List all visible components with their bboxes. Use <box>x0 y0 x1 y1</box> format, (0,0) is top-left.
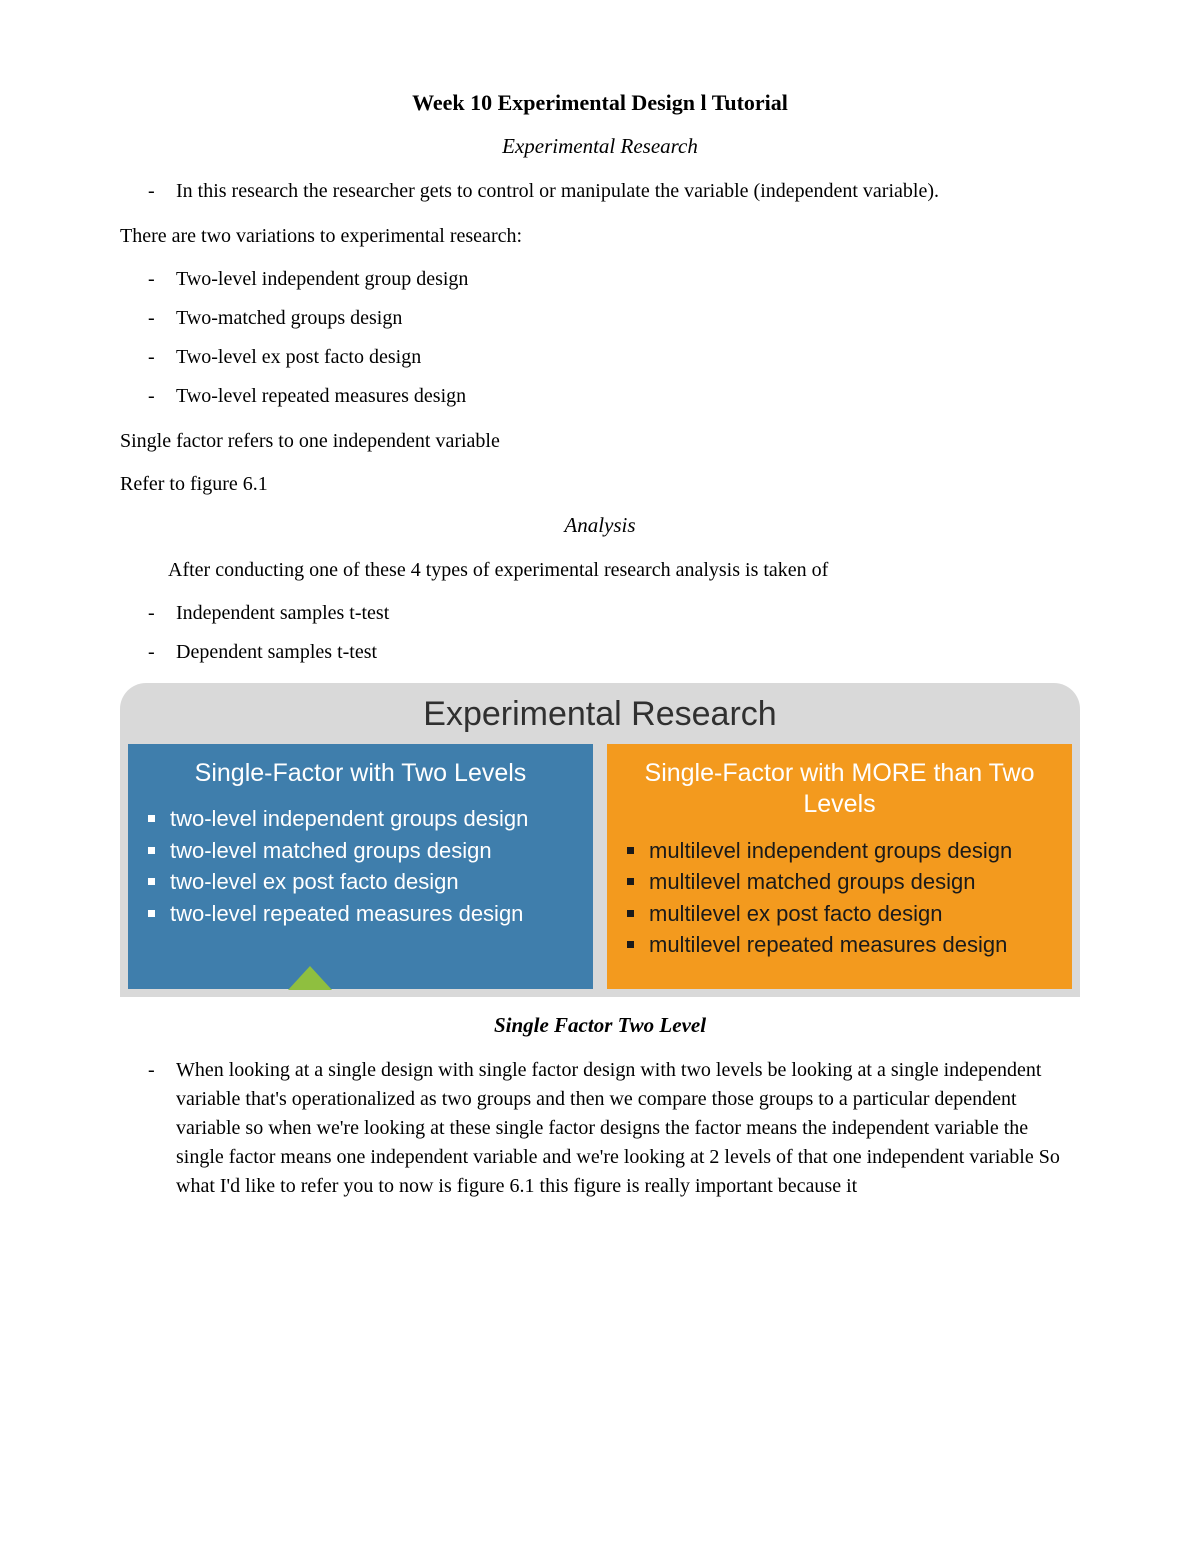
infographic-panel: Experimental Research Single-Factor with… <box>120 683 1080 997</box>
refer-note: Refer to figure 6.1 <box>120 470 1080 499</box>
section-heading-single-factor-two-level: Single Factor Two Level <box>120 1013 1080 1038</box>
section-heading-analysis: Analysis <box>120 513 1080 538</box>
list-item: Two-matched groups design <box>120 304 1080 333</box>
list-item: Independent samples t-test <box>120 599 1080 628</box>
panel-column-left: Single-Factor with Two Levels two-level … <box>128 744 593 989</box>
list-item: multilevel matched groups design <box>627 868 1052 897</box>
list-item: Dependent samples t-test <box>120 638 1080 667</box>
panel-right-title: Single-Factor with MORE than Two Levels <box>627 758 1052 821</box>
triangle-up-icon <box>288 966 332 990</box>
section-heading-experimental-research: Experimental Research <box>120 134 1080 159</box>
analysis-list: Independent samples t-test Dependent sam… <box>120 599 1080 667</box>
panel-header: Experimental Research <box>120 683 1080 744</box>
list-item: two-level independent groups design <box>148 805 573 834</box>
list-item: multilevel ex post facto design <box>627 900 1052 929</box>
list-item: two-level repeated measures design <box>148 900 573 929</box>
variations-list: Two-level independent group design Two-m… <box>120 265 1080 411</box>
intro-bullet: In this research the researcher gets to … <box>120 177 1080 206</box>
panel-column-right: Single-Factor with MORE than Two Levels … <box>607 744 1072 989</box>
list-item: Two-level repeated measures design <box>120 382 1080 411</box>
sftl-list: When looking at a single design with sin… <box>120 1056 1080 1201</box>
list-item: Two-level independent group design <box>120 265 1080 294</box>
sftl-bullet: When looking at a single design with sin… <box>120 1056 1080 1201</box>
list-item: two-level ex post facto design <box>148 868 573 897</box>
panel-left-title: Single-Factor with Two Levels <box>148 758 573 789</box>
list-item: Two-level ex post facto design <box>120 343 1080 372</box>
list-item: multilevel independent groups design <box>627 837 1052 866</box>
intro-list: In this research the researcher gets to … <box>120 177 1080 206</box>
single-factor-note: Single factor refers to one independent … <box>120 427 1080 456</box>
panel-left-list: two-level independent groups design two-… <box>148 805 573 928</box>
list-item: two-level matched groups design <box>148 837 573 866</box>
analysis-intro: After conducting one of these 4 types of… <box>120 556 1080 585</box>
panel-right-list: multilevel independent groups design mul… <box>627 837 1052 960</box>
variations-intro: There are two variations to experimental… <box>120 222 1080 251</box>
document-title: Week 10 Experimental Design l Tutorial <box>120 90 1080 116</box>
list-item: multilevel repeated measures design <box>627 931 1052 960</box>
panel-columns: Single-Factor with Two Levels two-level … <box>120 744 1080 997</box>
